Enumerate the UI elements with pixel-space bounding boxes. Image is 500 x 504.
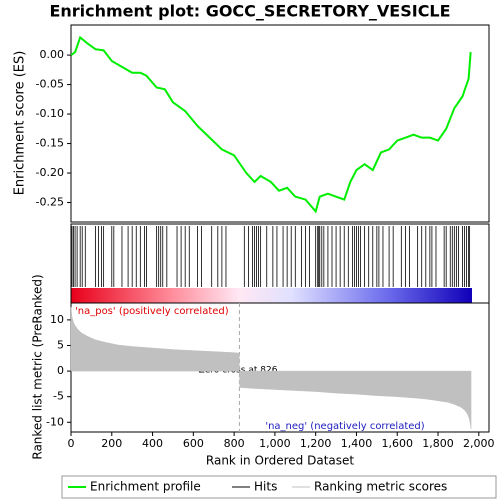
- x-tick-label: 1,800: [422, 437, 454, 450]
- y-tick-label: -0.25: [36, 196, 64, 209]
- metric-area: [131, 346, 153, 372]
- y-axis-label: Ranked list metric (PreRanked): [31, 274, 45, 459]
- metric-area: [172, 349, 194, 372]
- metric-area: [417, 370, 429, 400]
- y-tick-label: 0.00: [40, 48, 65, 61]
- metric-area: [356, 370, 378, 396]
- metric-area: [447, 370, 455, 405]
- x-tick-label: 200: [101, 437, 122, 450]
- x-tick-label: 600: [183, 437, 204, 450]
- x-tick-label: 2,000: [463, 437, 495, 450]
- enrichment-line: [70, 35, 472, 214]
- color-bar: [71, 288, 472, 303]
- metric-area: [213, 351, 235, 372]
- metric-area: [274, 370, 296, 391]
- y-tick-label: -0.05: [36, 78, 64, 91]
- y-axis-label: Enrichment score (ES): [13, 51, 28, 196]
- metric-area: [315, 370, 337, 394]
- y-tick-label: -10: [46, 415, 64, 428]
- x-tick-label: 1,000: [259, 437, 291, 450]
- metric-area: [80, 332, 88, 372]
- metric-area: [460, 370, 465, 411]
- metric-area: [396, 370, 418, 399]
- y-tick-label: 5: [57, 338, 64, 351]
- y-tick-label: 10: [50, 313, 64, 326]
- annotation: 'na_pos' (positively correlated): [75, 306, 229, 317]
- metric-area: [454, 370, 461, 408]
- metric-area: [467, 370, 470, 420]
- metric-area: [105, 342, 119, 372]
- legend-label: Ranking metric scores: [314, 480, 447, 494]
- metric-area: [437, 370, 449, 403]
- metric-area: [469, 370, 472, 429]
- annotation: 'na_neg' (negatively correlated): [265, 421, 424, 432]
- plot-frame: [70, 24, 490, 223]
- metric-area: [76, 327, 82, 372]
- y-tick-label: -0.10: [36, 107, 64, 120]
- metric-area: [239, 370, 255, 389]
- legend-label: Enrichment profile: [90, 480, 201, 494]
- x-tick-label: 800: [224, 437, 245, 450]
- metric-area: [464, 370, 468, 415]
- y-tick-label: 0: [57, 364, 64, 377]
- metric-area: [117, 344, 133, 372]
- metric-area: [87, 335, 96, 372]
- x-tick-label: 1,200: [300, 437, 332, 450]
- metric-area: [254, 370, 276, 390]
- metric-area: [427, 370, 439, 402]
- metric-area: [71, 317, 75, 372]
- legend-label: Hits: [254, 480, 277, 494]
- x-tick-label: 0: [68, 437, 75, 450]
- metric-area: [335, 370, 357, 395]
- metric-area: [95, 339, 106, 372]
- metric-area: [152, 347, 174, 372]
- y-tick-label: -0.20: [36, 166, 64, 179]
- metric-area: [193, 350, 214, 372]
- metric-area: [376, 370, 398, 397]
- x-tick-label: 1,400: [341, 437, 373, 450]
- x-axis-label: Rank in Ordered Dataset: [206, 454, 354, 468]
- chart-title: Enrichment plot: GOCC_SECRETORY_VESICLE: [49, 2, 450, 21]
- y-tick-label: -5: [53, 390, 64, 403]
- metric-area: [73, 323, 78, 372]
- x-tick-label: 400: [142, 437, 163, 450]
- legend-box: [61, 475, 497, 499]
- y-tick-label: -0.15: [36, 137, 64, 150]
- metric-area: [233, 352, 240, 372]
- x-tick-label: 1,600: [381, 437, 413, 450]
- metric-area: [295, 370, 316, 392]
